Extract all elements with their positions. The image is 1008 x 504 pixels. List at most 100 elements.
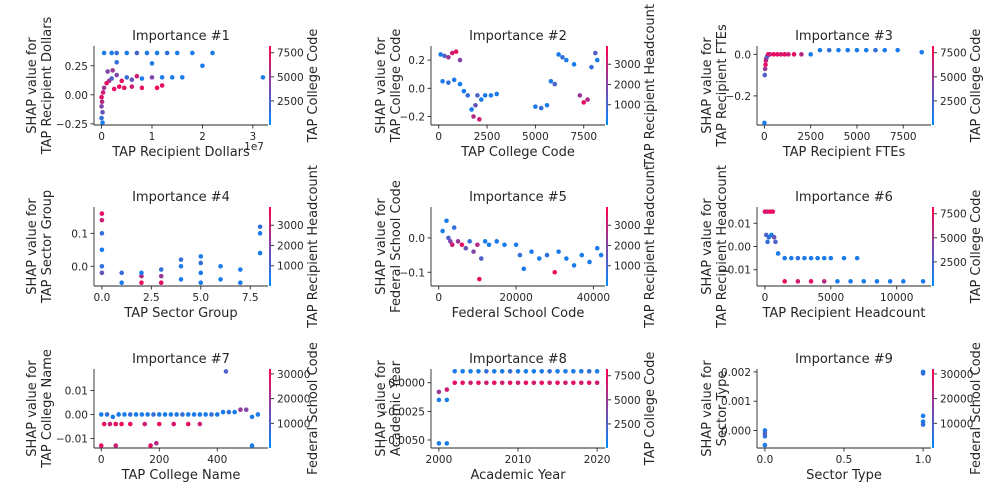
y-axis-label: SHAP value for	[25, 198, 40, 295]
colorbar-tick-label: 10000	[940, 418, 973, 430]
data-point	[920, 413, 926, 419]
data-point	[174, 412, 179, 417]
x-tick-label: 2010	[505, 454, 532, 466]
data-point	[451, 225, 457, 230]
data-point	[502, 242, 507, 248]
data-point	[151, 412, 156, 417]
data-point	[149, 61, 155, 66]
data-point	[257, 250, 263, 256]
data-point	[99, 104, 104, 109]
data-point	[795, 255, 801, 261]
data-point	[105, 69, 110, 74]
data-point	[178, 277, 184, 282]
subplot-title: Importance #2	[469, 29, 567, 44]
data-point	[449, 50, 455, 56]
data-point	[552, 81, 558, 87]
x-tick-label: 0.5	[836, 454, 853, 466]
data-point	[260, 75, 266, 80]
data-point	[197, 421, 203, 427]
data-point	[848, 279, 853, 284]
data-point	[101, 50, 107, 56]
colorbar-tick-label: 7500	[940, 48, 967, 60]
data-point	[452, 368, 458, 374]
data-point	[243, 407, 249, 412]
x-tick-label: 0	[435, 292, 442, 304]
x-tick-label: 1.0	[915, 454, 932, 466]
x-axis-label: Federal School Code	[452, 306, 585, 321]
data-point	[475, 242, 480, 248]
y-axis-label: TAP Recipient Dollars	[40, 16, 55, 155]
data-point	[159, 83, 165, 88]
data-point	[577, 93, 583, 98]
y-tick-label: 0.00	[728, 242, 751, 254]
x-tick-label: 2.5	[143, 292, 160, 304]
data-point	[461, 88, 467, 94]
subplot-title: Importance #5	[469, 190, 567, 205]
x-tick-label: 0	[761, 131, 768, 143]
data-point	[99, 247, 105, 253]
x-tick-label: 0	[762, 292, 769, 304]
data-point	[220, 409, 226, 415]
data-point	[771, 234, 777, 240]
data-point	[762, 66, 768, 72]
colorbar	[932, 207, 934, 286]
data-point	[124, 50, 130, 56]
data-point	[778, 52, 784, 57]
data-point	[808, 255, 814, 261]
data-point	[122, 412, 127, 417]
data-point	[148, 443, 153, 448]
data-point	[446, 235, 451, 241]
data-point	[98, 443, 104, 448]
data-point	[815, 255, 820, 261]
data-point	[124, 75, 130, 80]
colorbar-label: Federal School Code	[306, 342, 321, 475]
y-axis-label: Academic Year	[389, 360, 404, 456]
colorbar-tick-label: 1000	[614, 261, 641, 273]
data-point	[887, 279, 893, 284]
colorbar-tick-label: 1000	[614, 100, 641, 112]
data-point	[129, 84, 135, 89]
colorbar	[606, 207, 608, 286]
colorbar-tick-label: 10000	[277, 418, 310, 430]
colorbar	[269, 369, 271, 448]
subplot-2: Importance #2 0 2500 5000 7500 −0.2 0.0 0.2 TAP …	[374, 4, 658, 168]
data-point	[127, 421, 133, 427]
data-point	[218, 263, 223, 269]
data-point	[257, 231, 263, 236]
y-axis-label: SHAP value for	[700, 360, 715, 457]
y-axis-label: SHAP value for	[374, 198, 389, 295]
data-point	[149, 75, 155, 80]
x-tick-label: 2020	[584, 454, 611, 466]
data-point	[828, 255, 834, 261]
data-point	[478, 97, 484, 102]
colorbar-tick-label: 2000	[614, 79, 641, 91]
data-point	[238, 267, 243, 272]
colorbar-tick-label: 20000	[940, 394, 973, 406]
x-tick-label: 400	[207, 454, 227, 466]
data-point	[113, 421, 119, 427]
data-point	[99, 211, 105, 216]
subplot-title: Importance #6	[795, 190, 893, 205]
data-point	[468, 380, 473, 386]
data-point	[598, 252, 604, 258]
x-tick-label: 5000	[817, 292, 844, 304]
x-tick-label: 2500	[797, 131, 824, 143]
data-point	[191, 412, 197, 417]
data-point	[114, 59, 119, 65]
colorbar-tick-label: 3000	[277, 220, 304, 232]
x-axis-label: Sector Type	[806, 468, 882, 483]
data-point	[491, 368, 497, 374]
data-point	[765, 239, 770, 245]
y-axis-label: Sector Type	[715, 371, 730, 447]
x-tick-label: 5.0	[192, 292, 209, 304]
data-point	[494, 91, 500, 97]
data-point	[477, 276, 482, 282]
data-point	[156, 412, 162, 417]
colorbar-tick-label: 30000	[277, 369, 310, 381]
data-point	[110, 68, 115, 73]
data-point	[444, 218, 449, 224]
colorbar	[932, 369, 934, 448]
colorbar	[932, 46, 934, 125]
colorbar-tick-label: 3000	[614, 220, 641, 232]
colorbar-tick-label: 1000	[277, 261, 304, 273]
